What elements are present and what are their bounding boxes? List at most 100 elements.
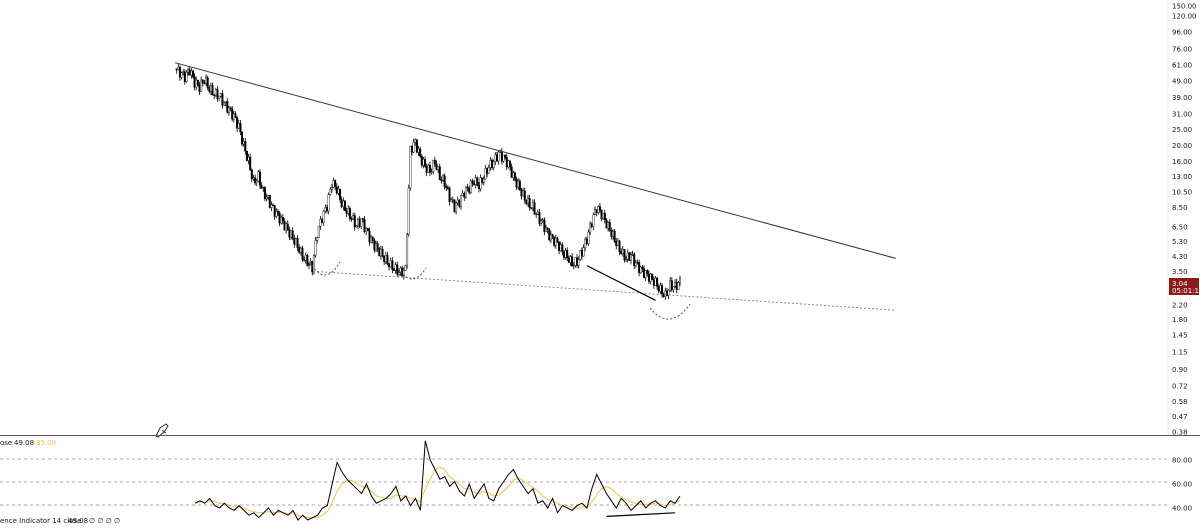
price-tick-label: 4.30	[1172, 253, 1188, 261]
candle-body	[520, 189, 523, 197]
price-tick-label: 0.38	[1172, 429, 1188, 437]
candle-body	[342, 200, 345, 208]
candle-body	[396, 264, 399, 275]
candle-body	[579, 250, 582, 261]
rsi-line	[194, 440, 681, 521]
candle-body	[258, 171, 261, 186]
candle-body	[370, 237, 373, 243]
candle-body	[306, 255, 309, 266]
candle-body	[437, 166, 440, 170]
candle-body	[208, 87, 211, 92]
candle-body	[592, 214, 595, 227]
current-price-value: 3.04	[1172, 280, 1188, 288]
candle-body	[296, 238, 299, 248]
candle-body	[451, 199, 454, 201]
price-tick-label: 6.50	[1172, 223, 1188, 231]
candle-body	[203, 82, 206, 84]
candle-body	[407, 187, 410, 235]
candle-body	[643, 268, 646, 278]
price-tick-label: 8.50	[1172, 204, 1188, 212]
candle-body	[468, 188, 471, 193]
candle-body	[288, 229, 291, 238]
candle-body	[355, 225, 358, 228]
candle-body	[191, 70, 194, 77]
candle-body	[299, 247, 302, 253]
candle-body	[525, 200, 528, 204]
candle-body	[659, 285, 662, 292]
candle-body	[464, 186, 467, 198]
rsi-axis[interactable]: 80.00 60.00 40.00	[1172, 457, 1192, 513]
candle-body	[383, 255, 386, 263]
candle-body	[226, 101, 229, 113]
candle-body	[576, 257, 579, 266]
rsi-legend-line-1: ose 49.08 35.00	[0, 439, 56, 447]
candle-body	[582, 247, 585, 257]
price-pane[interactable]	[174, 62, 896, 320]
indicator-legend-text: ence Indicator 14 close	[0, 517, 81, 525]
candle-body	[415, 139, 418, 153]
price-tick-label: 10.50	[1172, 189, 1192, 197]
candle-body	[656, 277, 659, 287]
candle-body	[419, 148, 422, 157]
candle-body	[500, 151, 503, 162]
pencil-drawing-icon[interactable]	[155, 423, 169, 438]
candle-body	[548, 229, 551, 241]
candle-body	[321, 219, 324, 223]
candle-body	[213, 94, 216, 97]
candle-body	[343, 200, 346, 211]
candle-body	[255, 180, 258, 184]
price-tick-label: 31.00	[1172, 110, 1192, 118]
price-tick-label: 0.47	[1172, 413, 1188, 421]
candle-body	[556, 237, 559, 243]
candle-body	[430, 171, 433, 173]
candle-body	[553, 236, 556, 246]
candle-body	[267, 195, 270, 198]
candle-body	[219, 93, 222, 97]
candle-body	[308, 264, 311, 266]
candle-body	[443, 175, 446, 187]
rsi-pane[interactable]: 80.00 60.00 40.00	[0, 440, 1192, 521]
candle-body	[523, 190, 526, 201]
candle-body	[339, 188, 342, 200]
price-tick-label: 76.00	[1172, 46, 1192, 54]
candle-body	[406, 234, 409, 266]
descending-trendline[interactable]	[174, 62, 896, 259]
price-tick-label: 1.80	[1172, 316, 1188, 324]
candle-body	[584, 238, 587, 248]
candle-body	[376, 243, 379, 249]
candle-body	[567, 257, 570, 263]
candle-body	[206, 77, 209, 88]
candle-body	[201, 79, 204, 83]
current-price-countdown: 05:01:14	[1172, 287, 1200, 295]
candle-body	[280, 216, 283, 224]
dotted-arc-1	[309, 261, 341, 276]
candle-body	[636, 262, 639, 264]
divergence-rsi-line[interactable]	[606, 512, 676, 517]
dotted-support-line[interactable]	[317, 271, 896, 311]
candle-body	[530, 207, 533, 209]
candle-body	[602, 212, 605, 219]
candle-body	[466, 186, 469, 189]
divergence-price-line[interactable]	[586, 265, 656, 301]
candle-body	[515, 179, 518, 188]
indicator-legend-value: 49.08	[68, 517, 88, 525]
candle-body	[607, 221, 610, 229]
candle-body	[589, 223, 592, 233]
candle-body	[597, 206, 600, 213]
candle-body	[626, 252, 629, 260]
rsi-legend-text: ose	[0, 439, 12, 447]
candle-body	[195, 79, 198, 88]
candle-body	[546, 227, 549, 230]
candle-body	[361, 218, 364, 220]
price-tick-label: 96.00	[1172, 29, 1192, 37]
candle-body	[368, 230, 371, 243]
candle-body	[616, 240, 619, 247]
candle-body	[427, 164, 430, 173]
candle-body	[450, 199, 453, 203]
candle-body	[190, 70, 193, 76]
candle-body	[456, 199, 459, 204]
rsi-legend-line-2: ence Indicator 14 close 49.08 ∅ ∅ ∅ ∅	[0, 517, 120, 525]
candle-body	[652, 279, 655, 286]
candle-body	[410, 145, 413, 153]
